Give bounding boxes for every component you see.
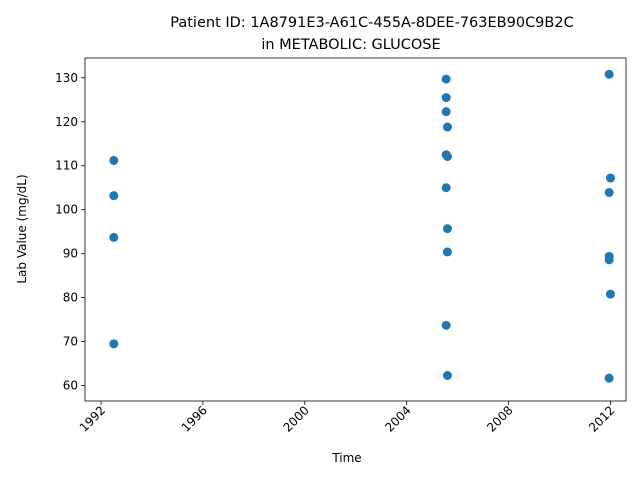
y-tick-label: 120 [55,115,78,129]
y-tick-label: 90 [63,247,78,261]
data-point [441,93,451,103]
data-point [441,320,451,330]
y-axis-ticks: 60 70 80 90 100 110 120 130 [55,71,85,393]
data-points [109,69,615,383]
y-tick-label: 110 [55,159,78,173]
y-tick-label: 100 [55,203,78,217]
chart-title-line-1: Patient ID: 1A8791E3-A61C-455A-8DEE-763E… [170,15,573,31]
data-point [441,74,451,84]
data-point [604,255,614,265]
data-point [604,373,614,383]
data-point [442,122,452,132]
data-point [442,152,452,162]
data-point [604,69,614,79]
data-point [442,247,452,257]
data-point [442,224,452,234]
chart-title-line-2: in METABOLIC: GLUCOSE [261,37,440,53]
y-tick-label: 80 [63,291,78,305]
x-axis-label: Time [331,451,361,465]
chart-title: Patient ID: 1A8791E3-A61C-455A-8DEE-763E… [170,15,573,53]
y-axis-label: Lab Value (mg/dL) [15,174,29,283]
y-tick-label: 60 [63,379,78,393]
y-tick-label: 130 [55,71,78,85]
data-point [441,107,451,117]
data-point [604,188,614,198]
data-point [109,339,119,349]
y-tick-label: 70 [63,335,78,349]
data-point [442,370,452,380]
data-point [109,191,119,201]
data-point [109,155,119,165]
data-point [605,173,615,183]
data-point [441,183,451,193]
data-point [109,232,119,242]
data-point [605,289,615,299]
plot-area-frame [84,57,627,402]
